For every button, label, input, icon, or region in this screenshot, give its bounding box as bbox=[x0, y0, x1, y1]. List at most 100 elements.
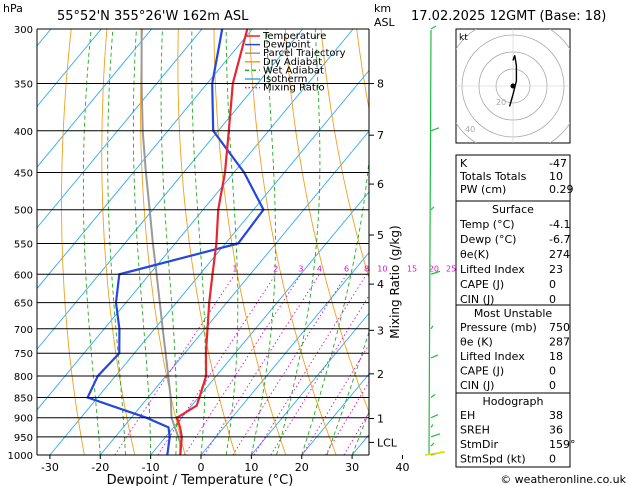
hodograph-table-title: Hodograph bbox=[483, 395, 544, 408]
x-tick-label: 40 bbox=[395, 461, 409, 474]
mixing-ratio-label: 8 bbox=[364, 264, 369, 273]
most-unstable-row-label: Pressure (mb) bbox=[460, 321, 537, 334]
height-tick-label: LCL bbox=[377, 436, 398, 449]
index-table: K -47 Totals Totals 10 PW (cm) 0.29 Surface Tem… bbox=[455, 154, 576, 468]
dry-adiabat-line bbox=[320, 29, 369, 280]
pressure-tick-label: 500 bbox=[14, 206, 33, 217]
isotherm-line bbox=[49, 69, 369, 455]
mixing-ratio-line bbox=[114, 274, 236, 455]
x-tick-label: 10 bbox=[244, 461, 258, 474]
pressure-tick-label: 1000 bbox=[8, 451, 33, 462]
hodograph-trace bbox=[508, 55, 518, 107]
wet-adiabat-line bbox=[301, 155, 369, 455]
wind-barb bbox=[430, 354, 439, 359]
pressure-tick-label: 650 bbox=[14, 299, 33, 310]
pressure-unit-label: hPa bbox=[3, 2, 23, 15]
hodograph-ring-label-20: 20 bbox=[496, 98, 506, 107]
hodograph-row-value: 159° bbox=[549, 438, 576, 451]
isotherm-line bbox=[99, 130, 369, 455]
pressure-tick-label: 400 bbox=[14, 127, 33, 138]
mixing-ratio-line bbox=[184, 274, 302, 455]
pressure-tick-label: 350 bbox=[14, 80, 33, 91]
hodograph-row-value: 38 bbox=[549, 409, 563, 422]
surface-row-value: 0 bbox=[549, 278, 556, 291]
surface-row-value: -6.7 bbox=[549, 233, 570, 246]
mixing-ratio-label: 25 bbox=[446, 264, 456, 273]
dewpoint-line bbox=[86, 29, 265, 455]
wind-profile bbox=[424, 25, 446, 456]
wind-barb-surface bbox=[424, 451, 446, 456]
most-unstable-row-value: 0 bbox=[549, 379, 556, 392]
dry-adiabat-line bbox=[101, 29, 136, 455]
dry-adiabat-line bbox=[607, 29, 629, 455]
most-unstable-row-label: CAPE (J) bbox=[460, 365, 504, 378]
datetime-title: 17.02.2025 12GMT (Base: 18) bbox=[411, 9, 606, 24]
surface-row-value: -4.1 bbox=[549, 218, 570, 231]
mixing-ratio-line bbox=[157, 274, 277, 455]
legend-entry: Dewpoint bbox=[263, 40, 311, 51]
index-row-value: 0.29 bbox=[549, 183, 574, 196]
mixing-ratio-label: 4 bbox=[317, 264, 322, 273]
hodograph-ring-label-40: 40 bbox=[465, 125, 475, 134]
hodograph-row-label: StmSpd (kt) bbox=[460, 453, 526, 466]
hodograph-row-label: EH bbox=[460, 409, 475, 422]
height-tick-label: 4 bbox=[377, 278, 384, 291]
pressure-tick-label: 800 bbox=[14, 372, 33, 383]
most-unstable-title: Most Unstable bbox=[474, 307, 553, 320]
mixing-ratio-label: 2 bbox=[273, 264, 278, 273]
height-unit-asl: ASL bbox=[374, 16, 396, 29]
height-tick-label: 6 bbox=[377, 178, 384, 191]
wet-adiabat-line bbox=[160, 29, 178, 455]
mixing-ratio-line bbox=[232, 274, 347, 455]
height-tick-label: 5 bbox=[377, 229, 384, 242]
hodograph-unit-label: kt bbox=[459, 33, 468, 43]
pressure-tick-label: 850 bbox=[14, 393, 33, 404]
hodograph-row-value: 0 bbox=[549, 453, 556, 466]
surface-row-label: Temp (°C) bbox=[459, 218, 515, 231]
wind-barb bbox=[430, 206, 435, 211]
most-unstable-row-value: 0 bbox=[549, 365, 556, 378]
hodograph-row-value: 36 bbox=[549, 424, 563, 437]
height-tick-label: 8 bbox=[377, 78, 384, 91]
surface-row-label: CAPE (J) bbox=[460, 278, 504, 291]
legend-entry: Isotherm bbox=[263, 74, 307, 85]
height-unit-km: km bbox=[374, 2, 391, 15]
mixing-ratio-axis-title: Mixing Ratio (g/kg) bbox=[388, 225, 402, 338]
index-row-value: 10 bbox=[549, 170, 563, 183]
index-row-value: -47 bbox=[549, 157, 567, 170]
wind-profile-axis bbox=[428, 29, 432, 456]
legend-entry: Parcel Trajectory bbox=[263, 48, 346, 59]
pressure-tick-label: 600 bbox=[14, 270, 33, 281]
x-tick-label: -20 bbox=[91, 461, 109, 474]
mixing-ratio-labels: 1 2 3 4 6 8 10 15 20 25 bbox=[232, 264, 456, 273]
most-unstable-row-label: Lifted Index bbox=[460, 350, 525, 363]
wind-barb bbox=[430, 270, 441, 275]
surface-row-label: Dewp (°C) bbox=[460, 233, 516, 246]
wet-adiabat-line bbox=[191, 29, 206, 455]
index-row-label: Totals Totals bbox=[459, 170, 527, 183]
isotherm-line bbox=[37, 29, 152, 168]
legend-entry: Mixing Ratio bbox=[263, 83, 325, 94]
surface-row-label: CIN (J) bbox=[460, 293, 494, 306]
surface-row-value: 23 bbox=[549, 263, 563, 276]
hodograph-row-label: StmDir bbox=[460, 438, 499, 451]
most-unstable-row-value: 18 bbox=[549, 350, 563, 363]
wet-adiabat-line bbox=[107, 29, 126, 455]
wind-barb bbox=[430, 442, 435, 447]
isotherm-line bbox=[251, 312, 369, 455]
mixing-ratio-label: 6 bbox=[344, 264, 349, 273]
surface-row-label: θe(K) bbox=[460, 248, 489, 261]
mixing-ratio-label: 10 bbox=[377, 264, 387, 273]
wind-barb bbox=[430, 424, 434, 428]
isotherm-line bbox=[37, 29, 253, 290]
mixing-ratio-label: 15 bbox=[407, 264, 417, 273]
isotherm-line bbox=[37, 29, 304, 350]
profiles bbox=[86, 29, 265, 455]
most-unstable-row-label: θe (K) bbox=[460, 336, 493, 349]
surface-row-value: 274 bbox=[549, 248, 570, 261]
height-tick-label: 1 bbox=[377, 413, 384, 426]
mixing-ratio-label: 3 bbox=[298, 264, 303, 273]
mixing-ratio-line bbox=[343, 411, 369, 455]
x-tick-label: 30 bbox=[345, 461, 359, 474]
